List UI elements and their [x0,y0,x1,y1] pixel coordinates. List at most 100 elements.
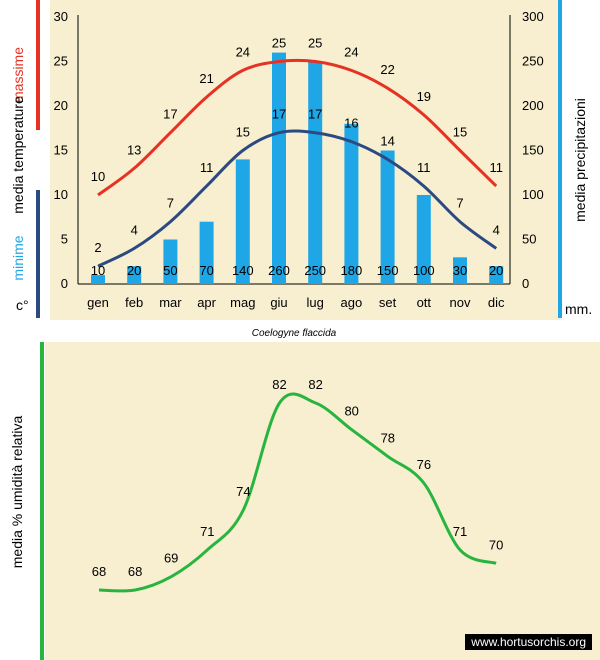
right-tick-label: 250 [522,54,544,69]
humidity-axis-label: media % umidità relativa [9,416,25,569]
humidity-label: 69 [164,551,178,566]
site-credit: www.hortusorchis.org [465,634,592,650]
min-temp-label: 4 [493,222,500,237]
data-labels: 10 20 50 70 140 260 250 180 150 100 30 201013172124… [91,36,504,580]
precip-bar [163,239,178,284]
max-temp-label: 15 [453,125,467,140]
x-tick-label: apr [197,295,216,310]
x-tick-label: set [379,295,397,310]
precip-bar [489,266,504,284]
max-temp-label: 25 [308,36,322,51]
precip-bar [235,159,250,284]
max-temp-label: 24 [236,44,250,59]
precip-bar [453,257,467,284]
right-tick-label: 300 [522,9,544,24]
right-tick-label: 200 [522,98,544,113]
precip-axis-label: media precipitazioni [572,98,588,222]
humidity-line [98,392,497,593]
precip-bar-label: 150 [377,263,399,278]
x-tick-label: mag [230,295,255,310]
celsius-unit: c° [16,297,29,313]
precip-bar [272,52,286,284]
precip-bar-label: 20 [127,263,141,278]
min-temp-line [97,129,498,268]
media-temp-label: media temperature [10,96,26,214]
min-temp-label: minime [10,235,26,280]
min-temp-label: 11 [200,160,214,175]
max-temp-label: 24 [344,44,358,59]
left-tick-label: 10 [54,187,68,202]
max-temp-label: 11 [489,160,503,175]
x-tick-label: nov [450,295,471,310]
right-tick-label: 50 [522,232,536,247]
left-tick-label: 5 [61,232,68,247]
min-temp-label: 2 [94,240,101,255]
min-temp-label: 11 [417,160,431,175]
min-temp-label: 14 [380,133,394,148]
precip-bar-label: 50 [163,263,177,278]
humidity-label: 76 [417,457,431,472]
precip-bar-label: 100 [413,263,435,278]
max-temp-label: 10 [91,169,105,184]
precip-bar-label: 140 [232,263,254,278]
humidity-label: 82 [272,377,286,392]
precip-bar [344,123,359,284]
max-temp-label: 19 [417,89,431,104]
min-temp-label: 16 [344,116,358,131]
humidity-label: 68 [92,564,106,579]
precip-bar [308,61,323,284]
precip-bar-label: 260 [268,263,290,278]
humidity-label: 70 [489,537,503,552]
precip-bar-label: 10 [91,263,105,278]
precip-bar [199,221,214,284]
humidity-label: 68 [128,564,142,579]
left-tick-label: 15 [54,143,68,158]
precip-bar-label: 30 [453,263,467,278]
humidity-label: 71 [453,524,467,539]
x-tick-label: feb [125,295,143,310]
precip-bars [91,52,504,284]
min-temp-label: 15 [236,125,250,140]
x-tick-label: lug [307,295,324,310]
right-tick-label: 100 [522,187,544,202]
min-temp-label: 17 [308,107,322,122]
min-temp-label: 17 [272,107,286,122]
min-temp-label: 4 [131,222,138,237]
left-tick-label: 25 [54,54,68,69]
precip-bar-label: 250 [304,263,326,278]
x-tick-label: giu [270,295,287,310]
mm-unit: mm. [565,301,592,317]
humidity-label: 80 [344,404,358,419]
x-tick-label: dic [488,295,505,310]
left-tick-label: 20 [54,98,68,113]
left-tick-label: 0 [61,276,68,291]
humidity-label: 71 [200,524,214,539]
max-temp-label: 22 [380,62,394,77]
right-tick-label: 150 [522,143,544,158]
species-title: Coelogyne flaccida [252,328,337,339]
max-temp-label: 21 [199,71,213,86]
humidity-label: 74 [236,484,250,499]
max-temp-label: 13 [127,142,141,157]
precip-bar [91,275,105,284]
x-tick-label: gen [87,295,109,310]
max-temp-label: 17 [163,107,177,122]
max-temp-label: massime [10,47,26,103]
max-temp-line [97,58,498,197]
precip-bar [380,150,395,284]
bottom-chart-background [45,342,600,660]
precip-bar-label: 180 [341,263,363,278]
left-tick-label: 30 [54,9,68,24]
humidity-label: 78 [381,430,395,445]
min-temp-label: 7 [167,196,174,211]
temp-lines [97,58,498,593]
precip-bar [127,266,142,284]
right-tick-label: 0 [522,276,529,291]
x-tick-label: ott [417,295,432,310]
max-temp-label: 25 [272,36,286,51]
humidity-label: 82 [308,377,322,392]
precip-bar-label: 20 [489,263,503,278]
